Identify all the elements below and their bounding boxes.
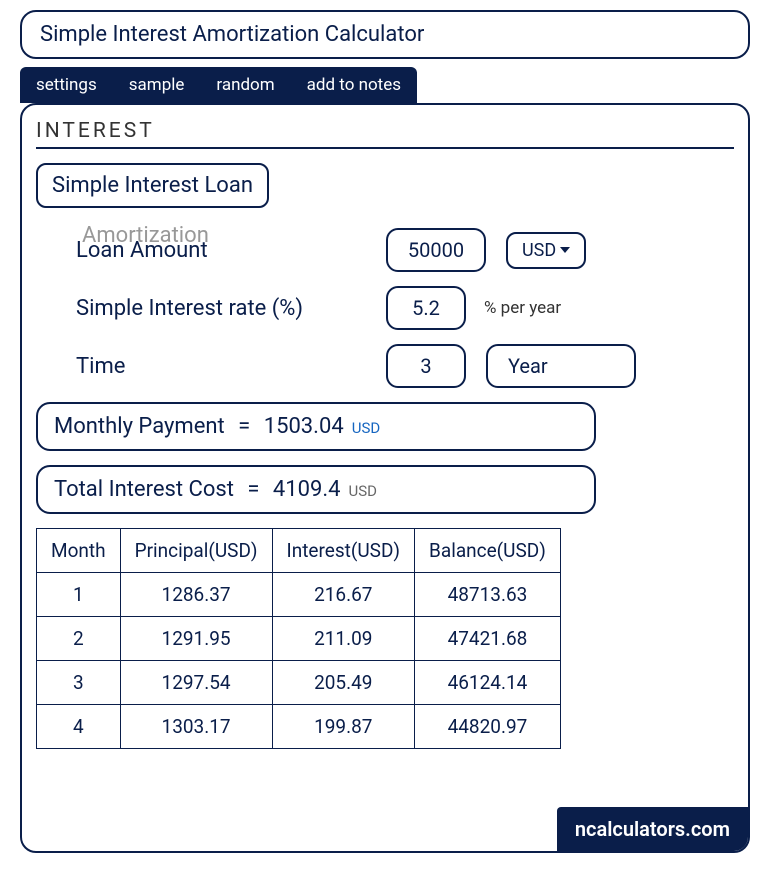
row-loan-amount: Loan Amount 50000 USD	[76, 228, 734, 272]
currency-select[interactable]: USD	[506, 232, 586, 269]
tab-add-to-notes[interactable]: add to notes	[291, 67, 417, 103]
section-header: INTEREST	[36, 119, 734, 149]
page-title: Simple Interest Amortization Calculator	[20, 10, 750, 59]
time-unit-select[interactable]: Year	[486, 344, 636, 388]
table-header-row: MonthPrincipal(USD)Interest(USD)Balance(…	[37, 529, 561, 573]
table-cell: 216.67	[272, 573, 415, 617]
row-interest-rate: Simple Interest rate (%) 5.2 % per year	[76, 286, 734, 330]
main-panel: INTEREST Simple Interest Loan Amortizati…	[20, 103, 750, 853]
monthly-payment-result: Monthly Payment = 1503.04 USD	[36, 402, 596, 451]
table-cell: 2	[37, 617, 121, 661]
interest-rate-input[interactable]: 5.2	[386, 286, 466, 330]
loan-amount-label: Loan Amount	[76, 238, 386, 263]
total-interest-currency: USD	[349, 482, 377, 500]
rate-suffix: % per year	[484, 298, 561, 318]
monthly-payment-value: 1503.04	[264, 414, 344, 439]
table-row: 11286.37216.6748713.63	[37, 573, 561, 617]
table-cell: 1286.37	[120, 573, 272, 617]
currency-value: USD	[522, 240, 556, 261]
table-row: 41303.17199.8744820.97	[37, 705, 561, 749]
chevron-down-icon	[560, 247, 570, 253]
table-cell: 1303.17	[120, 705, 272, 749]
interest-rate-label: Simple Interest rate (%)	[76, 296, 386, 321]
row-time: Time 3 Year	[76, 344, 734, 388]
table-cell: 1297.54	[120, 661, 272, 705]
total-interest-value: 4109.4	[273, 477, 341, 502]
time-label: Time	[76, 354, 386, 379]
amortization-table: MonthPrincipal(USD)Interest(USD)Balance(…	[36, 528, 561, 749]
table-header-cell: Balance(USD)	[415, 529, 561, 573]
table-cell: 1291.95	[120, 617, 272, 661]
tab-sample[interactable]: sample	[113, 67, 201, 103]
table-cell: 48713.63	[415, 573, 561, 617]
brand-badge[interactable]: ncalculators.com	[557, 807, 748, 851]
table-cell: 211.09	[272, 617, 415, 661]
time-input[interactable]: 3	[386, 344, 466, 388]
table-header-cell: Month	[37, 529, 121, 573]
monthly-payment-label: Monthly Payment	[54, 414, 225, 439]
table-cell: 1	[37, 573, 121, 617]
tab-random[interactable]: random	[200, 67, 290, 103]
loan-amount-input[interactable]: 50000	[386, 228, 486, 272]
table-header-cell: Principal(USD)	[120, 529, 272, 573]
table-cell: 4	[37, 705, 121, 749]
table-cell: 3	[37, 661, 121, 705]
tab-bar: settings sample random add to notes	[20, 67, 750, 103]
total-interest-result: Total Interest Cost = 4109.4 USD	[36, 465, 596, 514]
total-interest-label: Total Interest Cost	[54, 477, 234, 502]
table-cell: 44820.97	[415, 705, 561, 749]
table-cell: 47421.68	[415, 617, 561, 661]
table-row: 21291.95211.0947421.68	[37, 617, 561, 661]
table-row: 31297.54205.4946124.14	[37, 661, 561, 705]
table-cell: 205.49	[272, 661, 415, 705]
table-cell: 46124.14	[415, 661, 561, 705]
loan-type-select[interactable]: Simple Interest Loan	[36, 163, 269, 208]
monthly-payment-currency: USD	[352, 419, 380, 437]
table-header-cell: Interest(USD)	[272, 529, 415, 573]
tab-settings[interactable]: settings	[20, 67, 113, 103]
table-cell: 199.87	[272, 705, 415, 749]
